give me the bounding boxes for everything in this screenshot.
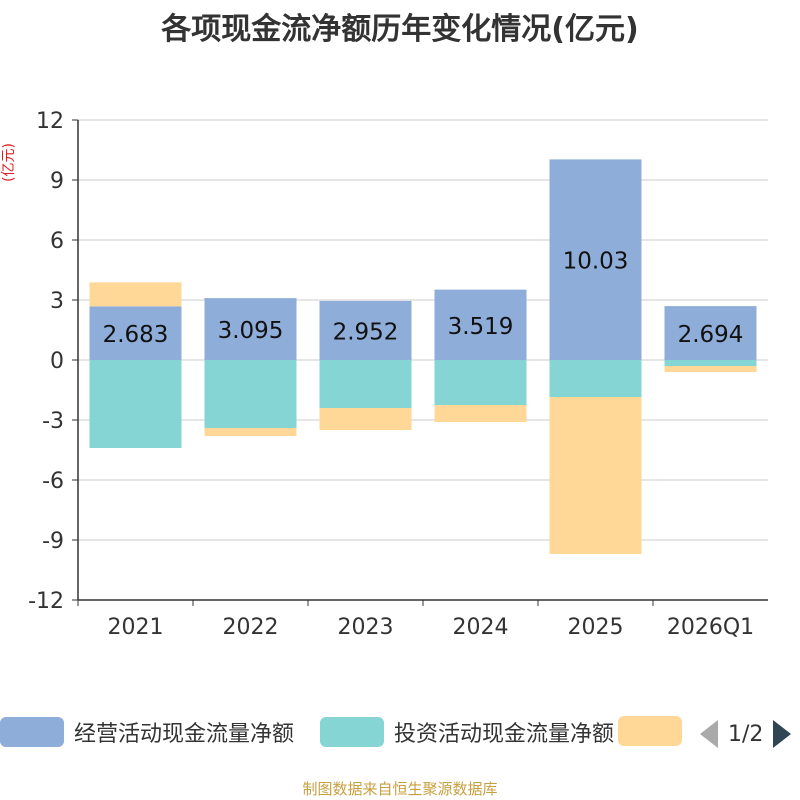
bar-series0-2023 xyxy=(319,300,412,360)
y-tick-label: -12 xyxy=(28,589,64,614)
y-tick-label: 6 xyxy=(50,229,64,254)
bar-series2-2026Q1 xyxy=(664,366,757,372)
data-label-operating: 3.095 xyxy=(218,318,284,344)
bar-series1-2023 xyxy=(319,360,412,408)
y-tick-label: 0 xyxy=(50,349,64,374)
bar-series0-2022 xyxy=(204,298,297,360)
bar-series2-2021 xyxy=(89,282,182,307)
x-tick-label: 2023 xyxy=(338,615,394,640)
bar-series2-2023 xyxy=(319,408,412,430)
x-tick-label: 2025 xyxy=(568,615,624,640)
legend-item-investing[interactable]: 投资活动现金流量净额 xyxy=(320,716,614,748)
bar-series2-2022 xyxy=(204,428,297,436)
data-label-operating: 10.03 xyxy=(563,249,629,275)
bar-series0-2025 xyxy=(549,159,642,360)
chart-title: 各项现金流净额历年变化情况(亿元) xyxy=(161,12,639,47)
data-label-operating: 2.694 xyxy=(678,322,744,348)
legend-item-operating[interactable]: 经营活动现金流量净额 xyxy=(0,716,294,748)
data-label-operating: 2.952 xyxy=(333,319,399,345)
legend-swatch-financing xyxy=(618,716,682,746)
x-tick-label: 2022 xyxy=(223,615,279,640)
legend: 经营活动现金流量净额 投资活动现金流量净额 1/2 xyxy=(0,716,800,756)
y-tick-label: -3 xyxy=(42,409,64,434)
legend-swatch-investing xyxy=(320,717,384,747)
legend-next-page-icon[interactable] xyxy=(773,720,792,748)
legend-page-indicator: 1/2 xyxy=(728,721,764,747)
bar-series2-2024 xyxy=(434,405,527,422)
y-tick-label: -9 xyxy=(42,529,64,554)
legend-pager: 1/2 xyxy=(700,720,792,748)
bar-series1-2024 xyxy=(434,360,527,405)
legend-label-operating: 经营活动现金流量净额 xyxy=(74,722,295,747)
bar-series0-2024 xyxy=(434,289,527,360)
bar-series0-2021 xyxy=(89,306,182,360)
x-tick-label: 2021 xyxy=(108,615,164,640)
bar-series1-2022 xyxy=(204,360,297,428)
data-label-operating: 2.683 xyxy=(103,322,169,348)
x-tick-label: 2024 xyxy=(453,615,509,640)
legend-label-investing: 投资活动现金流量净额 xyxy=(394,722,615,747)
bar-series0-2026Q1 xyxy=(664,306,757,360)
y-tick-label: 12 xyxy=(36,109,64,134)
bar-series1-2026Q1 xyxy=(664,360,757,366)
data-source-note: 制图数据来自恒生聚源数据库 xyxy=(302,780,498,798)
bar-series1-2025 xyxy=(549,360,642,397)
data-label-operating: 3.519 xyxy=(448,314,514,340)
y-tick-label: 3 xyxy=(50,289,64,314)
legend-item-financing[interactable] xyxy=(618,716,682,746)
bar-series1-2021 xyxy=(89,360,182,448)
y-tick-label: -6 xyxy=(42,469,64,494)
legend-prev-page-icon[interactable] xyxy=(700,720,718,748)
bar-series2-2025 xyxy=(549,397,642,554)
x-tick-label: 2026Q1 xyxy=(667,615,754,640)
y-tick-label: 9 xyxy=(50,169,64,194)
chart-plot: 12 9 6 3 0 -3 -6 -9 -12 2021 2022 2023 2024 2025 2026Q… xyxy=(28,109,768,640)
legend-swatch-operating xyxy=(0,717,64,747)
